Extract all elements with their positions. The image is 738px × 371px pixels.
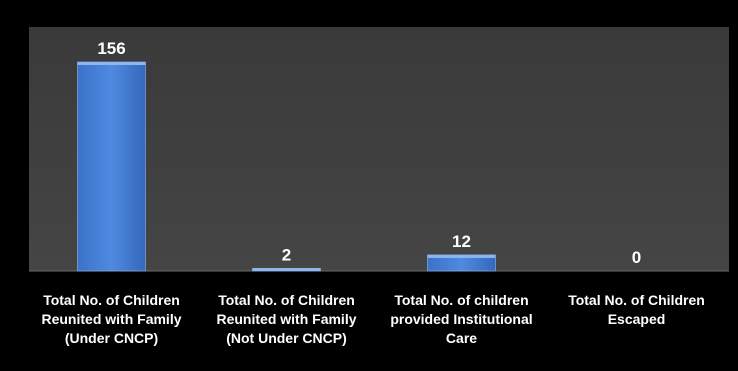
category-label-0: Total No. of Children Reunited with Famil… [22, 291, 202, 348]
category-label-3-line-0: Total No. of Children [568, 292, 705, 308]
data-label-0: 156 [97, 39, 125, 58]
data-label-2: 12 [452, 232, 471, 251]
bar-1-top-bevel [252, 268, 321, 271]
category-label-3-line-1: Escaped [607, 311, 666, 327]
category-label-1-line-2: (Not Under CNCP) [226, 330, 347, 346]
value-labels-group: 156 2 12 0 [97, 39, 641, 267]
category-label-3: Total No. of Children Escaped [547, 291, 727, 329]
category-label-0-line-1: Reunited with Family [41, 311, 182, 327]
data-label-1: 2 [282, 245, 291, 264]
bar-0-top-bevel [77, 62, 146, 65]
category-label-2-line-1: provided Institutional [390, 311, 533, 327]
bar-0 [77, 61, 146, 272]
category-label-2-line-2: Care [445, 330, 478, 346]
category-label-0-line-2: (Under CNCP) [64, 330, 159, 346]
category-label-1: Total No. of Children Reunited with Famil… [197, 291, 377, 348]
bars-group [77, 61, 496, 272]
category-label-1-line-0: Total No. of Children [218, 292, 355, 308]
category-label-2-line-0: Total No. of children [394, 292, 529, 308]
category-label-0-line-0: Total No. of Children [43, 292, 180, 308]
bar-2-top-bevel [427, 254, 496, 258]
data-label-3: 0 [632, 248, 641, 267]
category-label-2: Total No. of children provided Institutio… [372, 291, 552, 348]
category-label-1-line-1: Reunited with Family [216, 311, 357, 327]
